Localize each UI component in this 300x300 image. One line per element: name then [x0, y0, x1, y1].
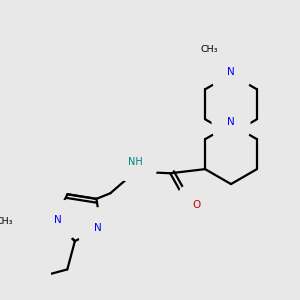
- Text: CH₃: CH₃: [201, 45, 218, 54]
- Text: N: N: [227, 67, 235, 77]
- Text: N: N: [94, 223, 102, 233]
- Text: N: N: [227, 117, 235, 127]
- Text: CH₃: CH₃: [0, 217, 14, 226]
- Text: NH: NH: [128, 157, 143, 166]
- Text: N: N: [54, 215, 61, 225]
- Text: O: O: [193, 200, 201, 210]
